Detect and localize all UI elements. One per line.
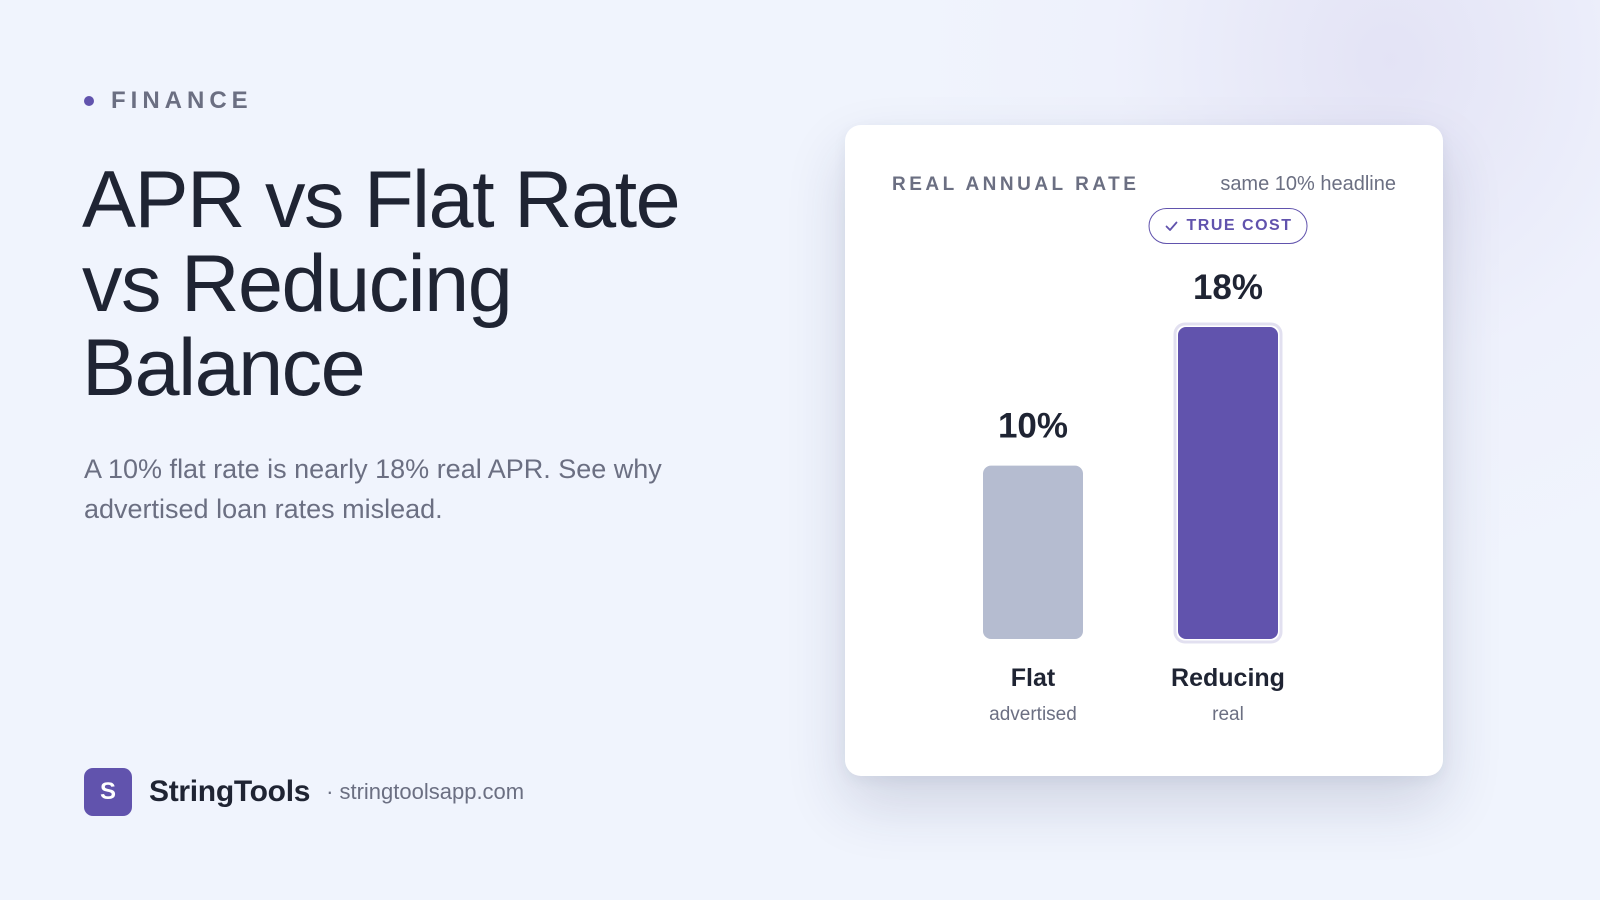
category-label-reducing: Reducing <box>1171 664 1285 692</box>
page-title: APR vs Flat Rate vs Reducing Balance <box>82 155 681 413</box>
value-label-flat: 10% <box>998 407 1068 446</box>
category-tag: FINANCE <box>84 86 253 116</box>
brand-separator: · <box>326 779 334 804</box>
bar-reducing <box>1178 327 1278 639</box>
brand-url: stringtoolsapp.com <box>339 779 525 804</box>
chart-card-header: REAL ANNUAL RATE same 10% headline <box>892 173 1396 196</box>
category-sublabel-reducing: real <box>1212 704 1244 725</box>
bar-highlight-ring-reducing <box>1173 322 1283 644</box>
chart-card: REAL ANNUAL RATE same 10% headline 10% Fl… <box>845 125 1443 776</box>
value-label-reducing: 18% <box>1193 268 1263 307</box>
category-label-flat: Flat <box>1011 664 1056 692</box>
brand-footer: S StringTools · stringtoolsapp.com <box>84 768 524 816</box>
chart-title: REAL ANNUAL RATE <box>892 174 1140 195</box>
brand-logo: S <box>84 768 132 816</box>
badge-label: TRUE COST <box>1186 217 1293 234</box>
chart-note: same 10% headline <box>1220 173 1396 195</box>
brand-name: StringTools <box>149 775 311 808</box>
true-cost-badge: TRUE COST <box>1148 208 1308 244</box>
check-icon <box>1165 221 1178 231</box>
category-dot-icon <box>84 96 94 106</box>
bar-chart: 10% Flat advertised 18% Reducing real <box>983 268 1285 725</box>
bar-flat <box>983 465 1083 639</box>
category-label: FINANCE <box>111 87 253 114</box>
page-subtitle: A 10% flat rate is nearly 18% real APR. … <box>84 454 662 524</box>
category-sublabel-flat: advertised <box>989 704 1077 725</box>
